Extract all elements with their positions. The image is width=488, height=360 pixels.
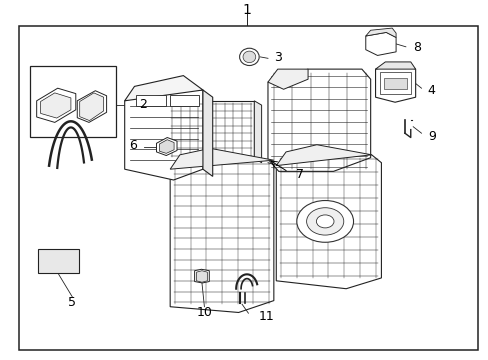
Polygon shape [168,101,254,158]
Polygon shape [159,140,174,153]
Polygon shape [124,90,203,180]
Polygon shape [156,138,177,156]
Polygon shape [254,101,261,163]
Text: 9: 9 [427,130,435,143]
Polygon shape [196,271,207,282]
Text: 10: 10 [196,306,212,319]
Polygon shape [77,91,106,122]
Polygon shape [365,32,395,55]
Text: 3: 3 [273,51,281,64]
Text: 6: 6 [129,139,137,152]
Polygon shape [276,145,371,166]
Ellipse shape [239,48,259,66]
Text: 8: 8 [412,41,420,54]
Polygon shape [38,249,79,273]
Polygon shape [194,269,209,283]
Polygon shape [267,69,307,89]
Polygon shape [80,93,103,121]
Polygon shape [170,148,273,169]
Polygon shape [276,155,381,289]
Text: 11: 11 [259,310,274,323]
Circle shape [296,201,353,242]
Text: 1: 1 [242,3,251,17]
Polygon shape [365,28,395,37]
Polygon shape [170,160,273,312]
Bar [136,95,166,106]
Polygon shape [203,90,212,176]
Text: 4: 4 [427,84,435,96]
Polygon shape [41,93,71,118]
Polygon shape [375,64,415,102]
Bar [384,78,406,89]
Text: 2: 2 [139,98,147,111]
Bar [170,95,198,106]
Polygon shape [37,88,76,122]
Bar [30,66,116,137]
Polygon shape [124,76,203,101]
Ellipse shape [243,51,255,63]
Text: 5: 5 [68,296,76,309]
Circle shape [316,215,333,228]
Bar [380,72,410,94]
Text: 7: 7 [295,168,303,181]
Polygon shape [267,69,370,171]
Polygon shape [375,62,415,69]
Circle shape [306,208,343,235]
